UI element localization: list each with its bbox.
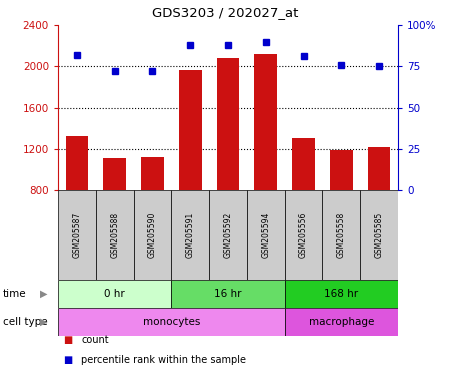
Bar (141, 157, 164, 190)
Bar (292, 139, 315, 190)
Bar (171, 190, 209, 280)
Text: GSM205591: GSM205591 (186, 212, 195, 258)
Bar (285, 308, 398, 336)
Bar (58, 308, 285, 336)
Text: cell type: cell type (3, 317, 48, 327)
Bar (285, 190, 323, 280)
Bar (285, 280, 398, 308)
Text: GSM205558: GSM205558 (337, 212, 346, 258)
Text: GSM205588: GSM205588 (110, 212, 119, 258)
Text: ■: ■ (63, 355, 72, 365)
Text: ▶: ▶ (40, 317, 47, 327)
Bar (66, 136, 88, 190)
Bar (323, 190, 360, 280)
Text: percentile rank within the sample: percentile rank within the sample (81, 355, 246, 365)
Text: 16 hr: 16 hr (214, 289, 242, 299)
Text: count: count (81, 335, 108, 345)
Bar (330, 150, 353, 190)
Text: GSM205585: GSM205585 (374, 212, 383, 258)
Text: GSM205556: GSM205556 (299, 212, 308, 258)
Bar (254, 54, 277, 190)
Text: ▶: ▶ (40, 289, 47, 299)
Text: ■: ■ (63, 335, 72, 345)
Bar (104, 158, 126, 190)
Bar (247, 190, 285, 280)
Bar (58, 190, 96, 280)
Bar (58, 280, 171, 308)
Bar (360, 190, 398, 280)
Bar (171, 280, 285, 308)
Bar (368, 147, 391, 190)
Text: time: time (3, 289, 27, 299)
Text: monocytes: monocytes (143, 317, 200, 327)
Text: GSM205592: GSM205592 (224, 212, 233, 258)
Text: GSM205587: GSM205587 (72, 212, 81, 258)
Bar (96, 190, 134, 280)
Text: 168 hr: 168 hr (324, 289, 358, 299)
Text: GDS3203 / 202027_at: GDS3203 / 202027_at (152, 6, 298, 19)
Bar (209, 190, 247, 280)
Text: 0 hr: 0 hr (104, 289, 125, 299)
Bar (134, 190, 171, 280)
Bar (216, 58, 239, 190)
Text: GSM205590: GSM205590 (148, 212, 157, 258)
Text: GSM205594: GSM205594 (261, 212, 270, 258)
Bar (179, 70, 202, 190)
Text: macrophage: macrophage (309, 317, 374, 327)
